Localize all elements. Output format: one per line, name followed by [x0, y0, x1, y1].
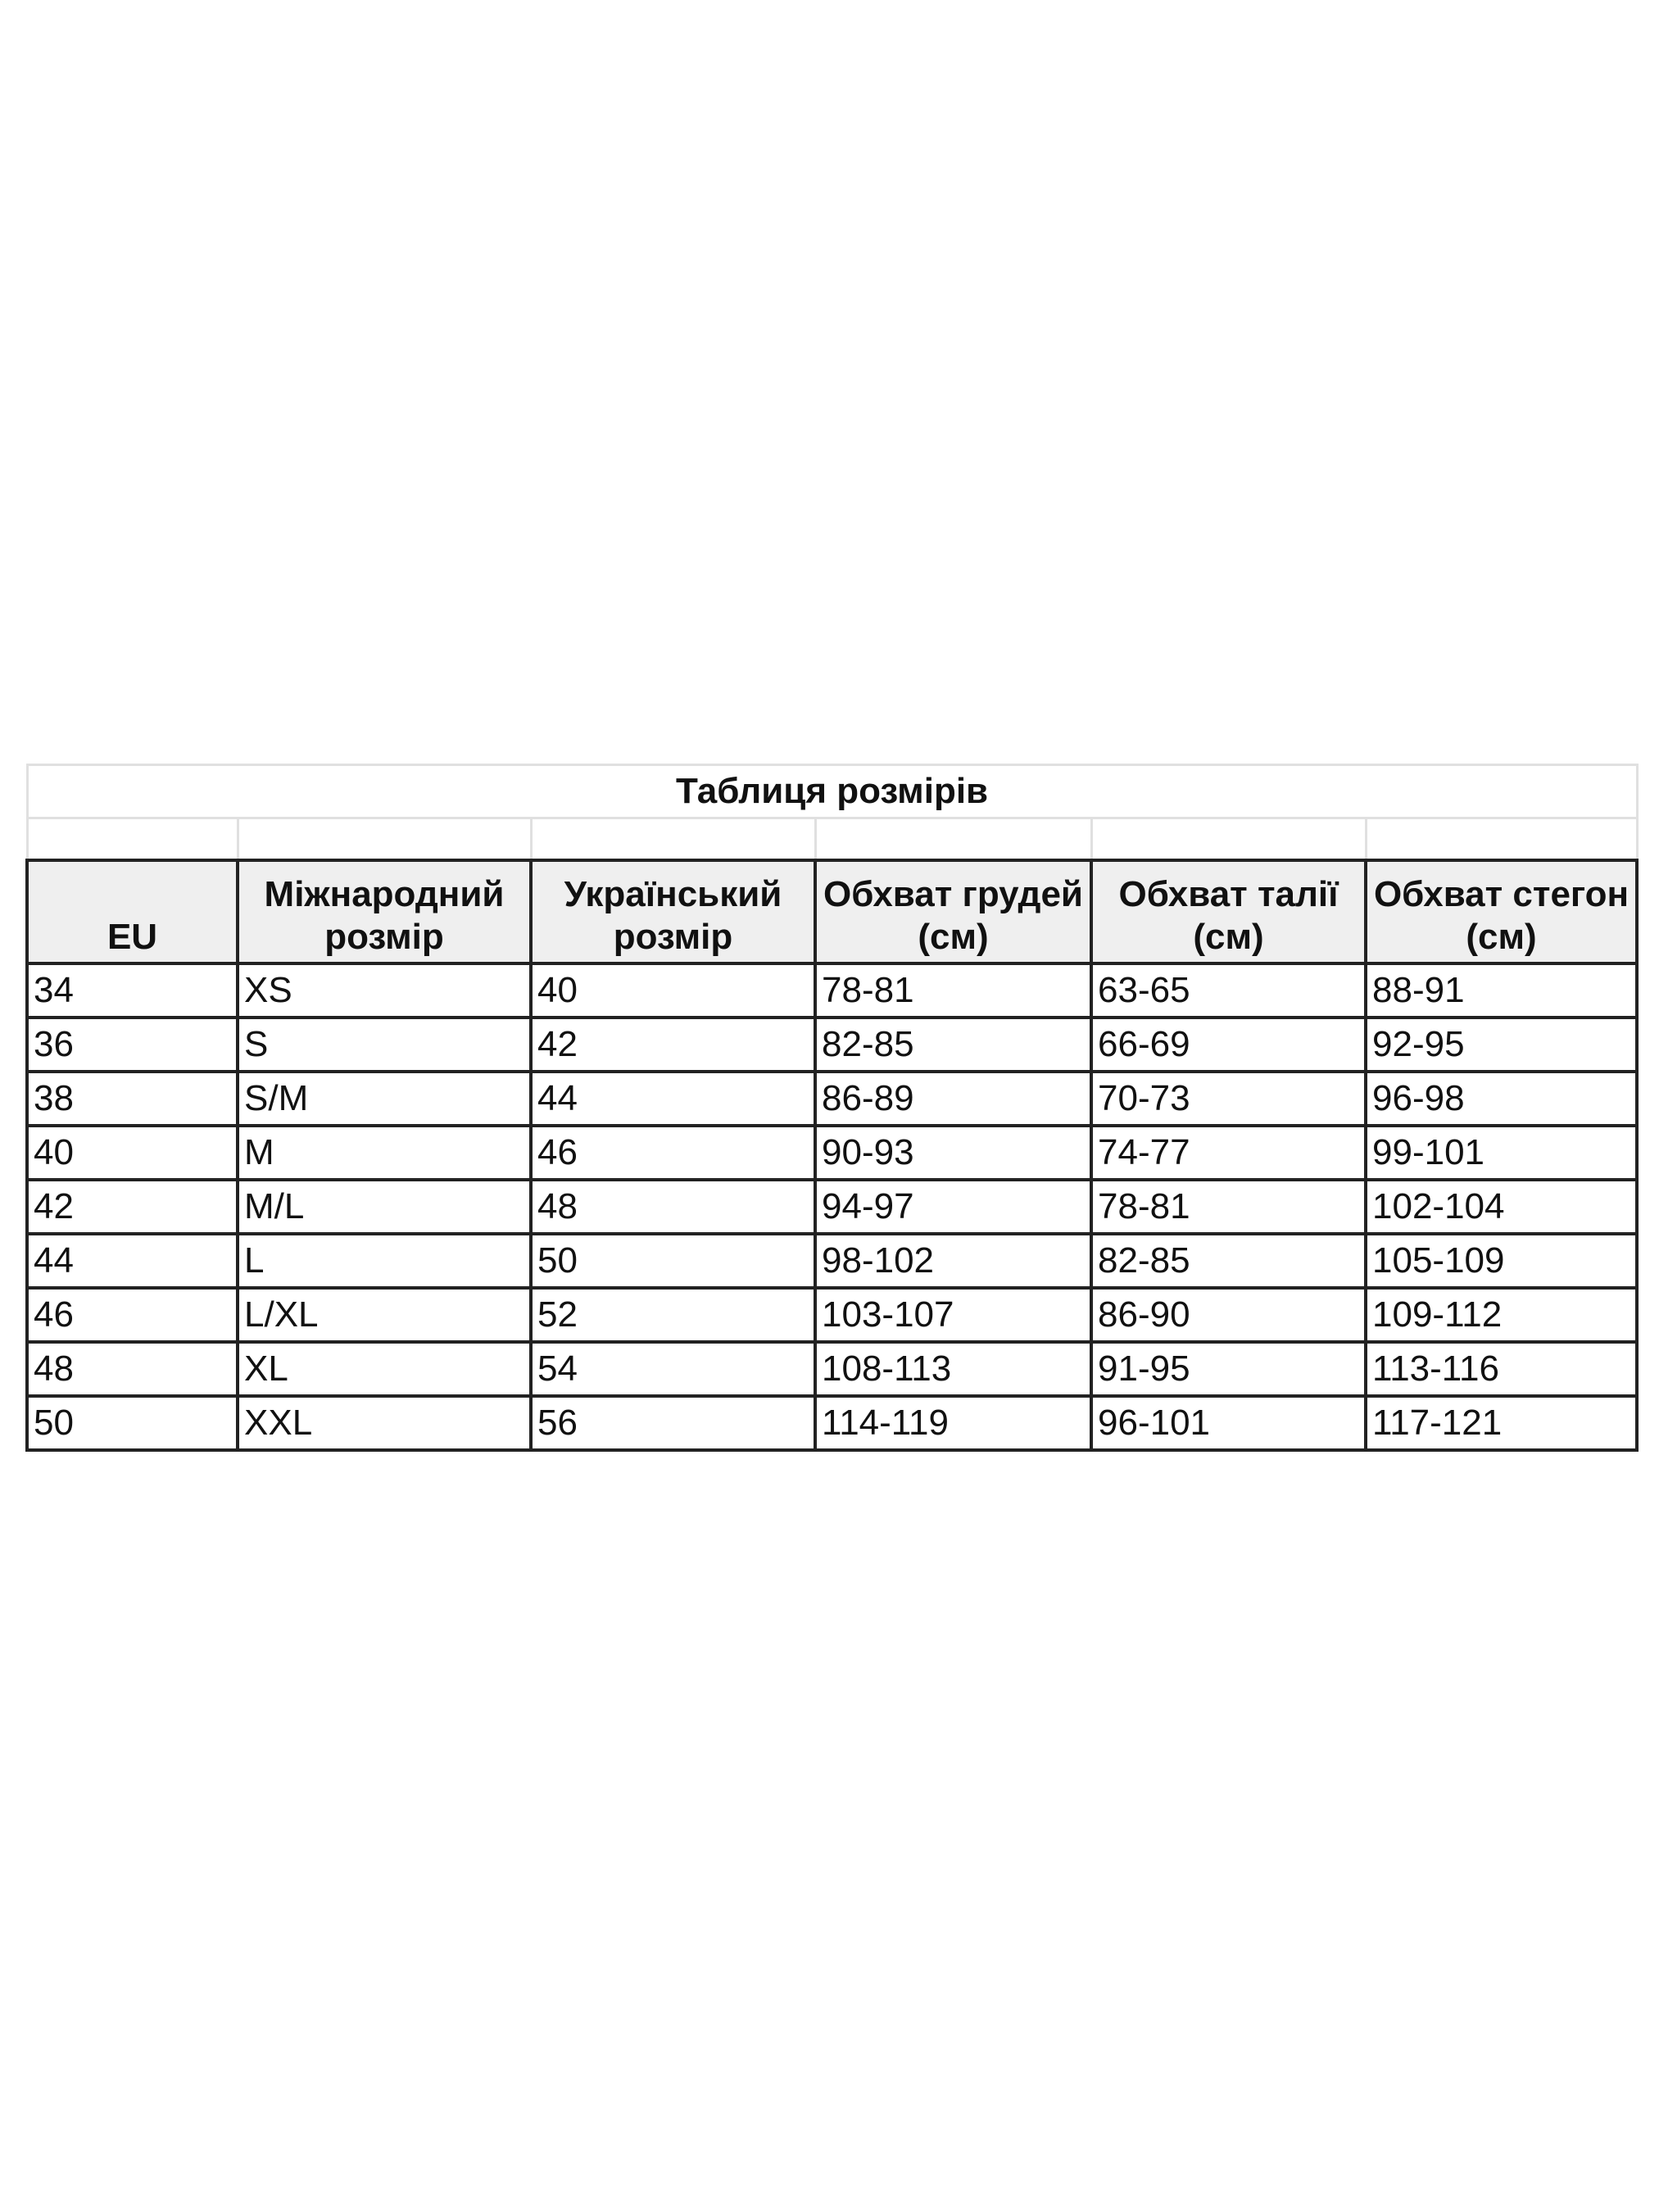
table-cell: S/M [236, 1070, 533, 1127]
column-header: Міжнародний розмір [236, 859, 533, 965]
table-body: 34 XS 40 78-81 63-65 88-91 36 S 42 82-85 66-69 92-9… [25, 962, 1639, 1452]
table-row: 46 L/XL 52 103-107 86-90 109-112 [25, 1286, 1639, 1344]
title-row: Таблиця розмірів [25, 764, 1639, 819]
table-cell: 96-98 [1363, 1070, 1639, 1127]
table-row: 38 S/M 44 86-89 70-73 96-98 [25, 1070, 1639, 1127]
column-header: Український розмір [529, 859, 817, 965]
empty-cell [236, 817, 533, 860]
table-cell: 63-65 [1090, 962, 1367, 1019]
table-cell: 70-73 [1090, 1070, 1367, 1127]
column-header: Обхват грудей (см) [814, 859, 1093, 965]
table-cell: M/L [236, 1178, 533, 1235]
table-cell: 91-95 [1090, 1340, 1367, 1398]
table-cell: 109-112 [1363, 1286, 1639, 1344]
empty-cell [1090, 817, 1367, 860]
table-cell: 42 [25, 1178, 239, 1235]
empty-cell [25, 817, 239, 860]
table-cell: 50 [25, 1394, 239, 1452]
table-row: 42 M/L 48 94-97 78-81 102-104 [25, 1178, 1639, 1235]
table-cell: 105-109 [1363, 1232, 1639, 1290]
table-cell: 46 [25, 1286, 239, 1344]
table-cell: 66-69 [1090, 1016, 1367, 1073]
table-cell: 90-93 [814, 1124, 1093, 1181]
table-row: 36 S 42 82-85 66-69 92-95 [25, 1016, 1639, 1073]
table-cell: 46 [529, 1124, 817, 1181]
table-cell: 56 [529, 1394, 817, 1452]
empty-cell [1364, 817, 1639, 860]
table-cell: 78-81 [814, 962, 1093, 1019]
column-header: Обхват стегон (см) [1363, 859, 1639, 965]
table-cell: 48 [25, 1340, 239, 1398]
table-title: Таблиця розмірів [25, 764, 1639, 819]
table-cell: 44 [529, 1070, 817, 1127]
empty-row [25, 817, 1639, 860]
table-cell: 88-91 [1363, 962, 1639, 1019]
table-cell: L [236, 1232, 533, 1290]
table-cell: 52 [529, 1286, 817, 1344]
table-cell: 78-81 [1090, 1178, 1367, 1235]
column-header: EU [25, 859, 239, 965]
table-cell: 108-113 [814, 1340, 1093, 1398]
table-cell: 98-102 [814, 1232, 1093, 1290]
column-header: Обхват талії (см) [1090, 859, 1367, 965]
table-cell: 102-104 [1363, 1178, 1639, 1235]
table-cell: 38 [25, 1070, 239, 1127]
table-cell: 99-101 [1363, 1124, 1639, 1181]
table-cell: XXL [236, 1394, 533, 1452]
table-cell: 82-85 [814, 1016, 1093, 1073]
table-cell: S [236, 1016, 533, 1073]
table-cell: 42 [529, 1016, 817, 1073]
table-cell: L/XL [236, 1286, 533, 1344]
size-chart-table: Таблиця розмірів EU Міжнародний розмір Укр… [25, 764, 1639, 1452]
table-cell: 113-116 [1363, 1340, 1639, 1398]
table-cell: XS [236, 962, 533, 1019]
empty-cell [529, 817, 817, 860]
table-cell: 40 [529, 962, 817, 1019]
table-row: 48 XL 54 108-113 91-95 113-116 [25, 1340, 1639, 1398]
table-cell: 86-90 [1090, 1286, 1367, 1344]
table-row: 50 XXL 56 114-119 96-101 117-121 [25, 1394, 1639, 1452]
table-cell: 54 [529, 1340, 817, 1398]
table-cell: 48 [529, 1178, 817, 1235]
table-cell: 82-85 [1090, 1232, 1367, 1290]
table-row: 40 M 46 90-93 74-77 99-101 [25, 1124, 1639, 1181]
table-cell: M [236, 1124, 533, 1181]
table-cell: 86-89 [814, 1070, 1093, 1127]
table-cell: 114-119 [814, 1394, 1093, 1452]
table-cell: 96-101 [1090, 1394, 1367, 1452]
table-cell: XL [236, 1340, 533, 1398]
table-cell: 40 [25, 1124, 239, 1181]
header-row: EU Міжнародний розмір Український розмір Об… [25, 859, 1639, 965]
table-cell: 92-95 [1363, 1016, 1639, 1073]
table-row: 44 L 50 98-102 82-85 105-109 [25, 1232, 1639, 1290]
table-cell: 117-121 [1363, 1394, 1639, 1452]
table-cell: 34 [25, 962, 239, 1019]
table-cell: 74-77 [1090, 1124, 1367, 1181]
table-row: 34 XS 40 78-81 63-65 88-91 [25, 962, 1639, 1019]
table-cell: 44 [25, 1232, 239, 1290]
table-cell: 50 [529, 1232, 817, 1290]
table-cell: 36 [25, 1016, 239, 1073]
empty-cell [814, 817, 1093, 860]
table-cell: 103-107 [814, 1286, 1093, 1344]
table-cell: 94-97 [814, 1178, 1093, 1235]
